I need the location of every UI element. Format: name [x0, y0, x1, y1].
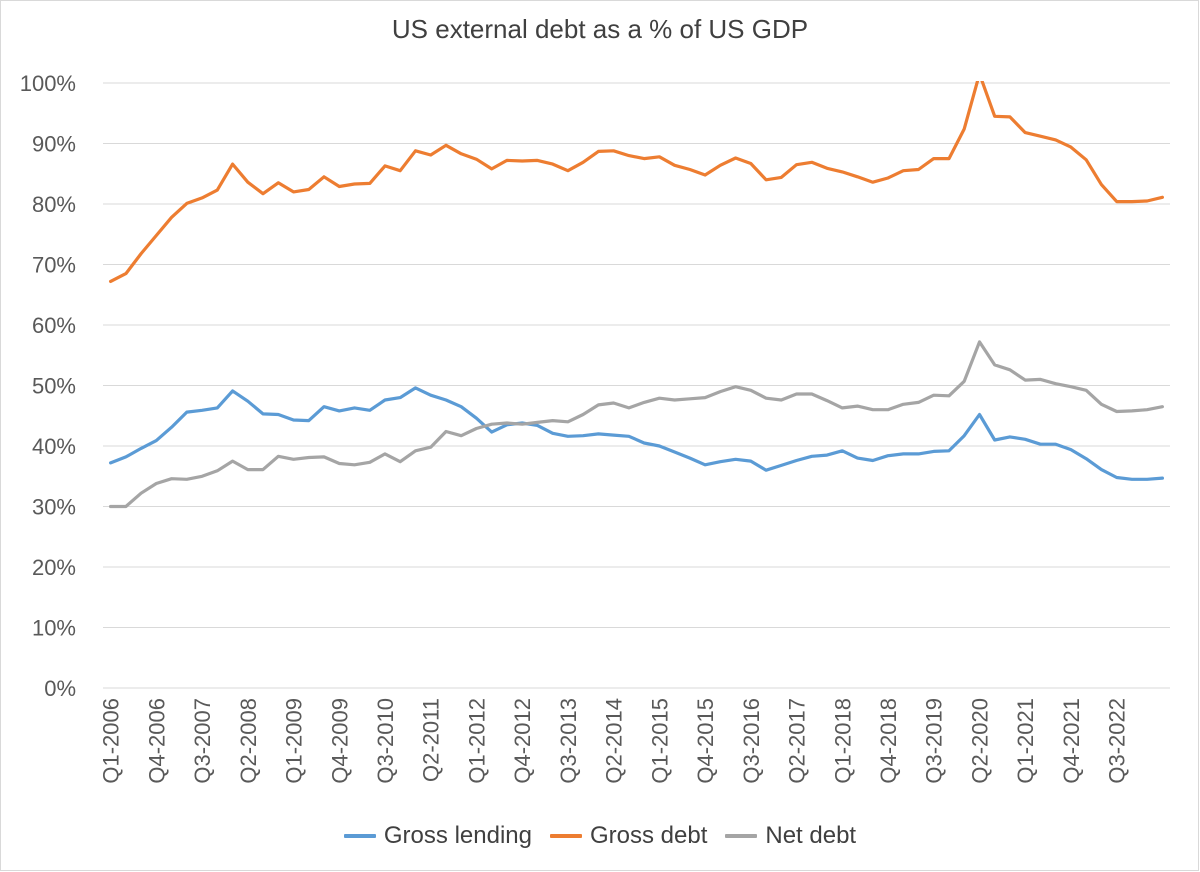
- y-tick-label: 80%: [32, 192, 76, 217]
- gridlines: [103, 82, 1170, 628]
- series-line-gross-lending: [108, 386, 1165, 481]
- x-tick-label: Q2-2014: [602, 698, 627, 784]
- y-tick-label: 30%: [32, 495, 76, 520]
- x-tick-label: Q4-2012: [510, 698, 535, 784]
- y-tick-label: 20%: [32, 555, 76, 580]
- chart-title: US external debt as a % of US GDP: [391, 14, 809, 44]
- legend-item-gross-lending: Gross lending: [343, 822, 532, 850]
- x-tick-label: Q4-2021: [1059, 698, 1084, 784]
- y-tick-label: 40%: [32, 434, 76, 459]
- x-tick-label: Q2-2011: [419, 698, 444, 782]
- x-tick-label: Q2-2020: [967, 698, 992, 784]
- y-tick-label: 100%: [20, 71, 76, 96]
- x-tick-label: Q4-2009: [327, 698, 352, 784]
- x-tick-label: Q2-2017: [785, 698, 810, 784]
- x-tick-label: Q1-2018: [830, 698, 855, 784]
- legend-item-net-debt: Net debt: [725, 822, 856, 850]
- x-tick-label: Q4-2018: [876, 698, 901, 784]
- y-tick-label: 70%: [32, 253, 76, 278]
- legend-label-net-debt: Net debt: [765, 822, 857, 849]
- y-tick-label: 50%: [32, 374, 76, 399]
- x-tick-label: Q3-2013: [556, 698, 581, 784]
- legend-label-gross-debt: Gross debt: [589, 822, 708, 849]
- x-tick-label: Q3-2016: [739, 698, 764, 784]
- y-tick-label: 10%: [32, 616, 76, 641]
- x-tick-label: Q3-2007: [190, 698, 215, 784]
- legend: Gross lending Gross debt Net debt: [0, 822, 1200, 850]
- legend-item-gross-debt: Gross debt: [549, 822, 708, 850]
- x-tick-label: Q1-2009: [282, 698, 307, 784]
- x-tick-label: Q1-2006: [99, 698, 124, 784]
- series-line-gross-debt: [108, 81, 1165, 283]
- x-tick-label: Q3-2010: [373, 698, 398, 784]
- y-axis-tick-labels: 0% 10% 20% 30% 40% 50% 60% 70% 80% 90% 100%: [20, 71, 76, 701]
- x-tick-label: Q4-2015: [693, 698, 718, 784]
- series-line-net-debt: [108, 340, 1165, 509]
- x-tick-label: Q1-2021: [1013, 698, 1038, 784]
- x-tick-label: Q3-2022: [1105, 698, 1130, 784]
- x-tick-label: Q4-2006: [144, 698, 169, 784]
- legend-swatch-gross-debt: [549, 834, 582, 838]
- x-tick-label: Q3-2019: [922, 698, 947, 784]
- legend-swatch-gross-lending: [343, 834, 376, 838]
- legend-swatch-net-debt: [725, 834, 758, 838]
- x-tick-label: Q2-2008: [236, 698, 261, 784]
- y-tick-label: 0%: [44, 676, 76, 701]
- series-lines: [108, 81, 1165, 509]
- x-tick-label: Q1-2015: [647, 698, 672, 784]
- x-axis-tick-labels: Q1-2006 Q4-2006 Q3-2007 Q2-2008 Q1-2009 Q4-20…: [99, 698, 1130, 784]
- x-tick-label: Q1-2012: [464, 698, 489, 784]
- y-tick-label: 60%: [32, 313, 76, 338]
- y-tick-label: 90%: [32, 132, 76, 157]
- legend-label-gross-lending: Gross lending: [383, 822, 532, 849]
